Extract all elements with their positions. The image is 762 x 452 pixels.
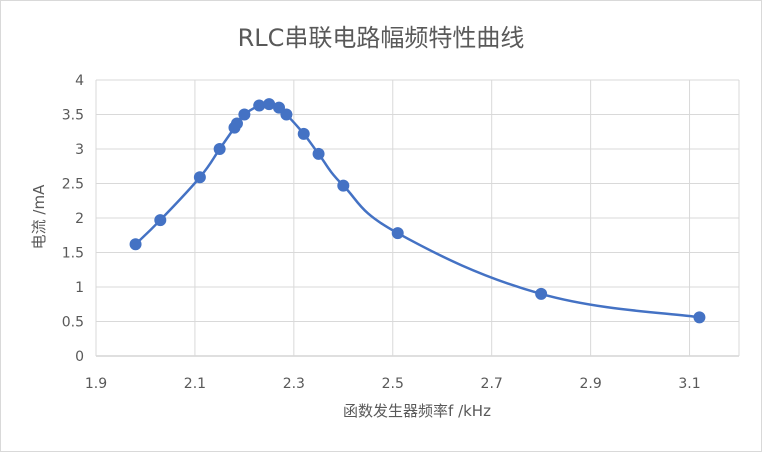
data-point bbox=[193, 171, 206, 184]
grid bbox=[95, 79, 740, 357]
data-point bbox=[297, 127, 310, 140]
x-tick-label: 3.1 bbox=[678, 376, 700, 392]
data-point bbox=[129, 238, 142, 251]
data-point bbox=[253, 99, 266, 112]
y-tick-label: 1.5 bbox=[62, 246, 84, 262]
data-point bbox=[535, 287, 548, 300]
data-point bbox=[312, 147, 325, 160]
data-point bbox=[230, 117, 243, 130]
y-tick-label: 2 bbox=[75, 211, 84, 227]
y-tick-label: 1 bbox=[75, 280, 84, 296]
series bbox=[129, 98, 706, 324]
x-tick-label: 2.5 bbox=[382, 376, 404, 392]
x-tick-label: 2.3 bbox=[283, 376, 305, 392]
x-tick-label: 2.1 bbox=[184, 376, 206, 392]
data-point bbox=[213, 143, 226, 155]
y-tick-label: 0.5 bbox=[62, 315, 84, 331]
y-tick-label: 4 bbox=[75, 73, 84, 89]
y-tick-label: 3 bbox=[75, 142, 84, 158]
data-point bbox=[263, 98, 276, 111]
x-tick-label: 2.7 bbox=[481, 376, 503, 392]
data-point bbox=[273, 101, 286, 114]
y-tick-label: 2.5 bbox=[62, 177, 84, 193]
x-axis-ticks: 1.9 2.1 2.3 2.5 2.7 2.9 3.1 bbox=[85, 376, 701, 392]
data-point bbox=[238, 108, 251, 121]
data-point bbox=[154, 214, 167, 227]
data-point bbox=[337, 179, 350, 192]
series-line bbox=[134, 102, 701, 319]
data-point bbox=[280, 108, 293, 121]
x-axis-title: 函数发生器频率f /kHz bbox=[343, 402, 491, 420]
data-point bbox=[391, 227, 404, 240]
x-tick-label: 2.9 bbox=[579, 376, 601, 392]
y-tick-label: 0 bbox=[75, 349, 84, 365]
y-tick-label: 3.5 bbox=[62, 108, 84, 124]
y-axis-ticks: 0 0.5 1 1.5 2 2.5 3 3.5 4 bbox=[62, 73, 84, 365]
chart-title: RLC串联电路幅频特性曲线 bbox=[238, 24, 525, 52]
data-point bbox=[693, 311, 706, 324]
y-axis-title: 电流 /mA bbox=[30, 184, 48, 249]
x-tick-label: 1.9 bbox=[85, 376, 107, 392]
